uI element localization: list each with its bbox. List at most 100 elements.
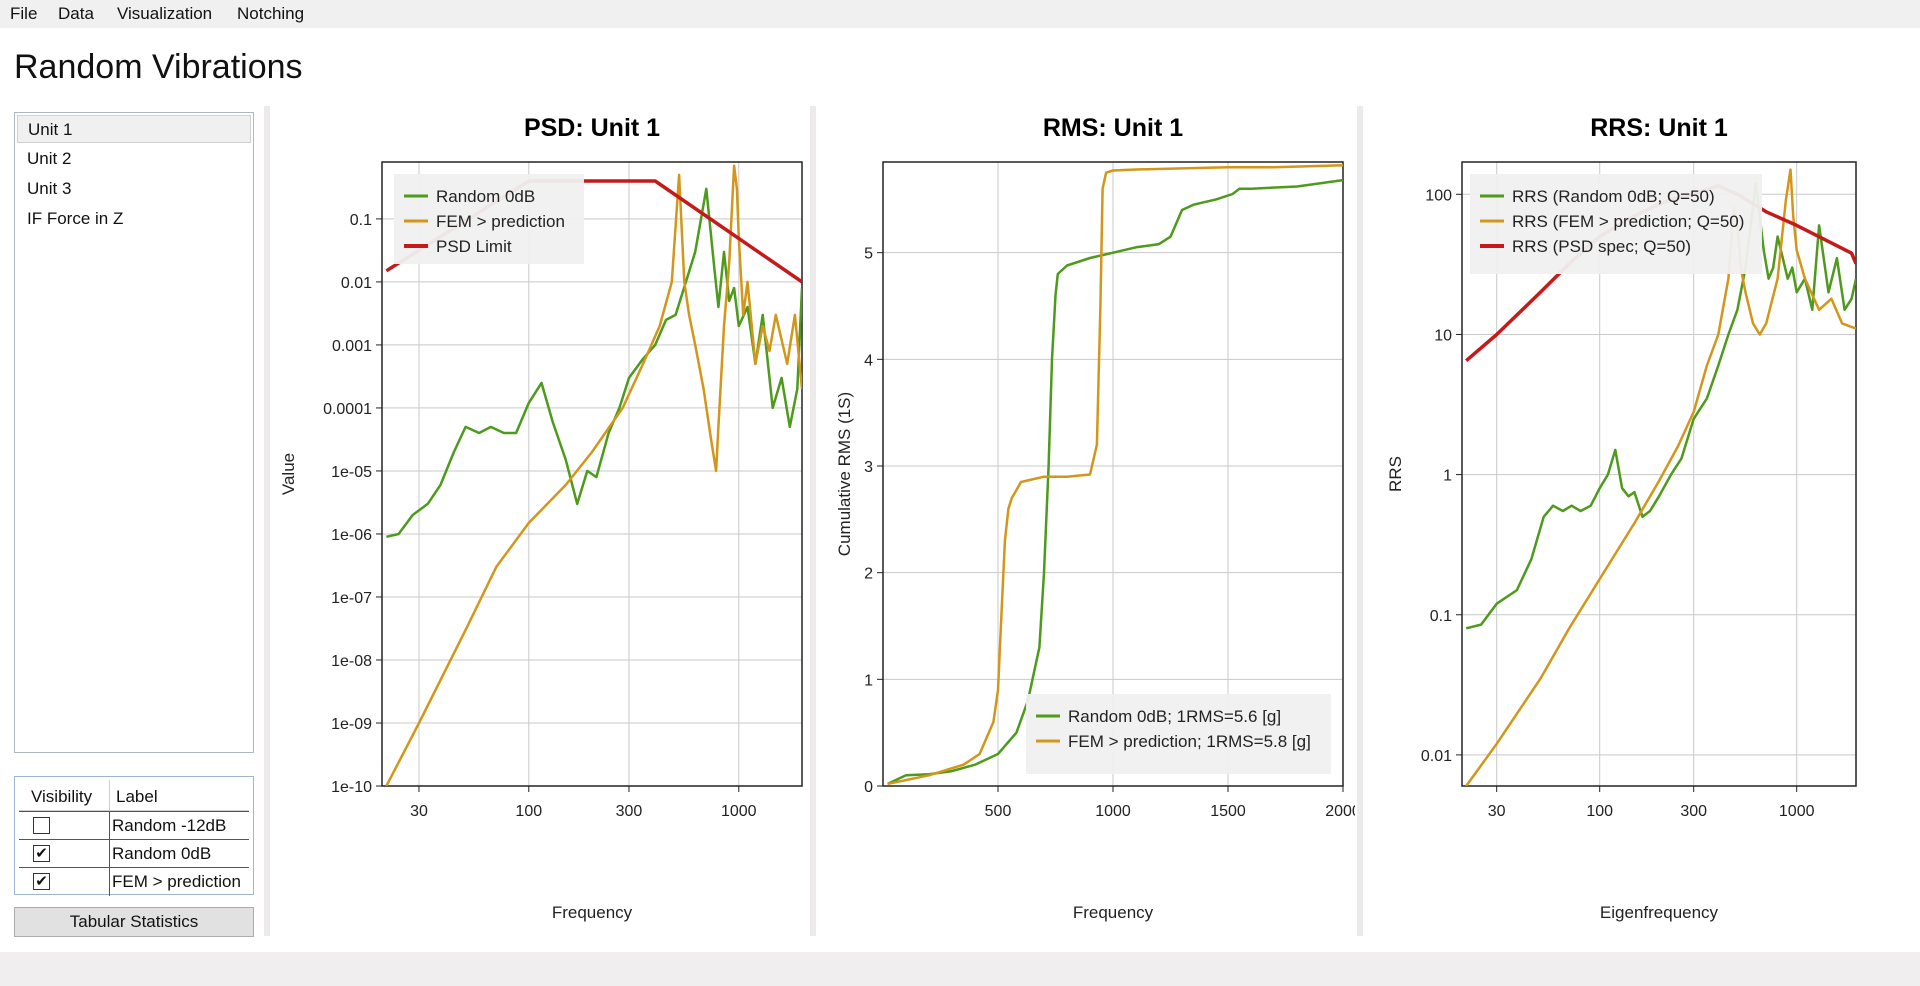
table-row: ✔ FEM > prediction	[19, 867, 249, 896]
y-tick-label: 1e-09	[331, 716, 372, 733]
chart-title: RMS: Unit 1	[1043, 114, 1183, 142]
unit-list-item-if-force-z[interactable]: IF Force in Z	[27, 209, 124, 228]
y-tick-label: 0.0001	[323, 401, 372, 418]
x-tick-label: 100	[1586, 803, 1613, 820]
rrs-chart: RRS: Unit 1 30 100 300 1000 0.01 0.1 1 10 100 Eige…	[1365, 106, 1920, 936]
visibility-table: Visibility Label Random -12dB ✔ Random 0…	[14, 776, 254, 896]
row-label: Random 0dB	[112, 844, 212, 863]
legend-label: RRS (FEM > prediction; Q=50)	[1512, 212, 1744, 231]
y-tick-label: 1e-08	[331, 653, 372, 670]
y-axis-label: RRS	[1386, 456, 1405, 492]
menu-data[interactable]: Data	[58, 4, 94, 23]
y-tick-label: 2	[864, 566, 873, 583]
series-line	[1465, 181, 1856, 630]
table-row: ✔ Random 0dB	[19, 839, 249, 868]
y-tick-label: 1	[1443, 468, 1452, 485]
x-tick-label: 1000	[721, 803, 757, 820]
tabular-statistics-button[interactable]: Tabular Statistics	[14, 907, 254, 937]
unit-list-item-unit-3[interactable]: Unit 3	[27, 179, 72, 198]
page-title: Random Vibrations	[14, 48, 303, 86]
y-tick-label: 4	[864, 352, 873, 369]
legend-label: PSD Limit	[436, 237, 512, 256]
series-line	[887, 163, 1343, 786]
legend-label: FEM > prediction; 1RMS=5.8 [g]	[1068, 732, 1311, 751]
legend-box	[1026, 694, 1331, 774]
y-tick-label: 10	[1434, 327, 1452, 344]
x-tick-label: 300	[1680, 803, 1707, 820]
legend-box	[394, 174, 584, 264]
cell-divider	[109, 812, 110, 840]
plot-frame	[882, 161, 1344, 787]
y-tick-label: 1	[864, 672, 873, 689]
legend-label: Random 0dB	[436, 187, 535, 206]
x-tick-label: 100	[515, 803, 542, 820]
plot-frame	[1461, 161, 1857, 787]
x-tick-label: 300	[616, 803, 643, 820]
y-tick-label: 1e-07	[331, 590, 372, 607]
cell-divider	[109, 868, 110, 896]
legend-label: RRS (PSD spec; Q=50)	[1512, 237, 1691, 256]
y-tick-label: 1e-10	[331, 779, 372, 796]
panel-splitter[interactable]	[810, 106, 816, 936]
x-tick-label: 30	[410, 803, 428, 820]
chart-title: PSD: Unit 1	[524, 114, 660, 142]
x-axis-label: Frequency	[1073, 903, 1154, 922]
row-label: Random -12dB	[112, 816, 227, 835]
y-tick-label: 0.1	[350, 212, 372, 229]
y-tick-label: 0	[864, 779, 873, 796]
row-label: FEM > prediction	[112, 872, 241, 891]
cell-divider	[109, 840, 110, 868]
unit-list[interactable]: Unit 1 Unit 2 Unit 3 IF Force in Z	[14, 112, 254, 753]
table-row: Random -12dB	[19, 811, 249, 840]
menu-file[interactable]: File	[10, 4, 38, 23]
legend-box	[1470, 174, 1762, 274]
menu-visualization[interactable]: Visualization	[117, 4, 213, 23]
column-header-visibility[interactable]: Visibility	[31, 787, 93, 806]
y-axis-label: Value	[279, 453, 298, 495]
y-tick-label: 0.1	[1430, 608, 1452, 625]
y-tick-label: 1e-06	[331, 527, 372, 544]
menu-bar: File Data Visualization Notching	[0, 0, 1920, 28]
series-line	[386, 187, 802, 539]
legend-label: Random 0dB; 1RMS=5.6 [g]	[1068, 707, 1281, 726]
y-tick-label: 0.01	[1421, 748, 1452, 765]
y-tick-label: 1e-05	[331, 464, 372, 481]
legend-label: FEM > prediction	[436, 212, 565, 231]
psd-chart-svg: PSD: Unit 1 30 100 300 1000 1e-10 1e-09 1e-08 1e…	[279, 114, 803, 922]
y-tick-label: 5	[864, 246, 873, 263]
y-tick-label: 0.001	[332, 338, 372, 355]
column-header-label[interactable]: Label	[116, 787, 158, 806]
column-divider	[109, 780, 110, 810]
visibility-checkbox[interactable]	[33, 817, 50, 834]
x-axis-label: Frequency	[552, 903, 633, 922]
series-line	[887, 178, 1343, 786]
rrs-chart-svg: RRS: Unit 1 30 100 300 1000 0.01 0.1 1 10 100 Eige…	[1386, 114, 1857, 922]
menu-notching[interactable]: Notching	[237, 4, 305, 23]
visibility-checkbox[interactable]: ✔	[33, 873, 50, 890]
visibility-table-header: Visibility Label	[19, 780, 249, 811]
unit-list-item-unit-2[interactable]: Unit 2	[27, 149, 72, 168]
x-axis-label: Eigenfrequency	[1600, 903, 1719, 922]
y-tick-label: 0.01	[341, 275, 372, 292]
psd-chart: PSD: Unit 1 30 100 300 1000 1e-10 1e-09 1e-08 1e…	[272, 106, 808, 936]
y-tick-label: 100	[1425, 187, 1452, 204]
plot-frame	[381, 161, 803, 787]
x-tick-label: 1000	[1095, 803, 1131, 820]
status-bar	[0, 952, 1920, 986]
x-tick-label: 500	[985, 803, 1012, 820]
legend-label: RRS (Random 0dB; Q=50)	[1512, 187, 1715, 206]
chart-title: RRS: Unit 1	[1590, 114, 1728, 142]
x-tick-label: 30	[1488, 803, 1506, 820]
x-tick-label: 1500	[1210, 803, 1246, 820]
visibility-checkbox[interactable]: ✔	[33, 845, 50, 862]
y-tick-label: 3	[864, 459, 873, 476]
x-tick-label: 1000	[1779, 803, 1815, 820]
unit-list-item-unit-1[interactable]: Unit 1	[17, 115, 251, 143]
panel-splitter[interactable]	[264, 106, 270, 936]
panel-splitter[interactable]	[1357, 106, 1363, 936]
series-line	[385, 164, 802, 786]
y-axis-label: Cumulative RMS (1S)	[835, 392, 854, 556]
